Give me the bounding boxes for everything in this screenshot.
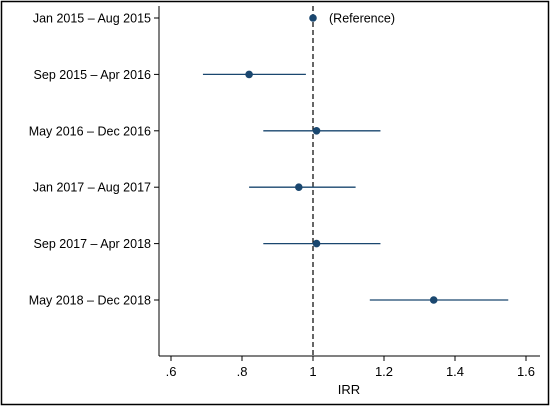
point-estimate bbox=[312, 127, 321, 135]
x-tick-label: .6 bbox=[166, 364, 177, 379]
reference-label: (Reference) bbox=[329, 12, 395, 26]
y-tick-label: May 2016 – Dec 2016 bbox=[29, 124, 151, 138]
point-estimate bbox=[309, 14, 317, 22]
y-tick-label: Sep 2017 – Apr 2018 bbox=[34, 237, 152, 251]
x-axis-title: IRR bbox=[338, 382, 360, 397]
y-tick-label: Jan 2017 – Aug 2017 bbox=[33, 181, 151, 195]
plot-layer: .6 .8 1 1.2 1.4 1.6 Jan 2015 – Aug 2015 (Refere… bbox=[29, 6, 540, 379]
plot-region bbox=[6, 6, 544, 400]
y-tick-label: Jan 2015 – Aug 2015 bbox=[33, 12, 151, 26]
y-tick-label: May 2018 – Dec 2018 bbox=[29, 294, 151, 308]
x-tick-label: 1 bbox=[309, 364, 316, 379]
x-tick-label: 1.4 bbox=[446, 364, 464, 379]
point-estimate bbox=[245, 70, 253, 79]
x-tick-label: 1.2 bbox=[375, 364, 393, 379]
point-estimate bbox=[429, 296, 438, 304]
y-tick-label: Sep 2015 – Apr 2016 bbox=[34, 68, 152, 82]
x-tick-label: 1.6 bbox=[517, 364, 535, 379]
point-estimate bbox=[312, 239, 321, 248]
x-tick-label: .8 bbox=[237, 364, 248, 379]
point-estimate bbox=[295, 183, 303, 191]
